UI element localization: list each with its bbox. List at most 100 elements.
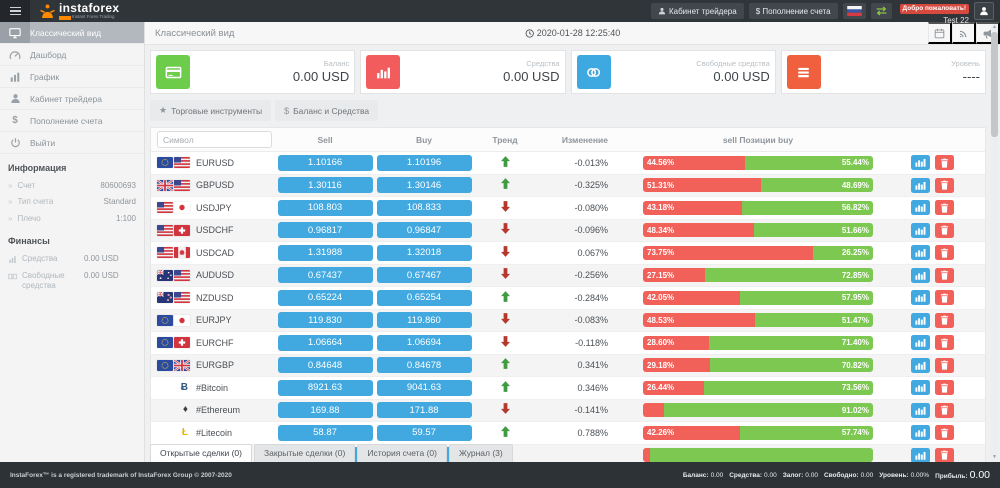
sell-price-button[interactable]: 0.84648 [277, 357, 373, 374]
buy-price-button[interactable]: 171.88 [376, 402, 472, 419]
trash-icon [940, 203, 949, 213]
sell-price-button[interactable]: 58.87 [277, 424, 373, 441]
remove-symbol-button[interactable] [935, 177, 954, 193]
info-section-title: Информация [8, 163, 67, 173]
symbol-filter-input[interactable] [157, 131, 272, 148]
open-chart-button[interactable] [911, 177, 930, 193]
open-chart-button[interactable] [911, 200, 930, 216]
sell-price-button[interactable]: 8921.63 [277, 379, 373, 396]
remove-symbol-button[interactable] [935, 312, 954, 328]
toolbar-button[interactable]: ★ Торговые инструменты [150, 100, 272, 121]
positions-sell-segment: 26.44% [643, 380, 704, 395]
remove-symbol-button[interactable] [935, 222, 954, 238]
sell-price-button[interactable]: 0.65224 [277, 289, 373, 306]
remove-symbol-button[interactable] [935, 155, 954, 171]
trash-icon [940, 383, 949, 393]
sidebar-item-кабинет-трейдера[interactable]: Кабинет трейдера [0, 88, 144, 110]
sell-price-button[interactable]: 1.31988 [277, 244, 373, 261]
scrollbar-up-icon[interactable]: ▲ [992, 24, 997, 30]
buy-price-button[interactable]: 0.84678 [376, 357, 472, 374]
buy-price-button[interactable]: 108.833 [376, 199, 472, 216]
dollar-icon: $ [12, 115, 18, 126]
menu-toggle-icon[interactable] [0, 0, 30, 22]
col-header-sell: Sell [317, 134, 333, 145]
open-chart-button[interactable] [911, 425, 930, 441]
sidebar-item-пополнение-счета[interactable]: $ Пополнение счета [0, 110, 144, 132]
info-row: » Тип счета Standard [0, 194, 144, 210]
calendar-icon[interactable] [928, 22, 952, 44]
swap-accounts-button[interactable] [870, 3, 892, 19]
open-chart-button[interactable] [911, 357, 930, 373]
deposit-button[interactable]: $ Пополнение счета [748, 3, 838, 19]
toolbar-button[interactable]: $ Баланс и Средства [275, 100, 379, 121]
open-chart-button[interactable] [911, 312, 930, 328]
open-chart-button[interactable] [911, 290, 930, 306]
trash-icon [940, 450, 949, 460]
positions-buy-segment: 55.44% [745, 155, 873, 170]
scrollbar-track[interactable] [991, 24, 998, 460]
buy-price-button[interactable]: 119.860 [376, 312, 472, 329]
remove-symbol-button[interactable] [935, 402, 954, 418]
open-chart-button[interactable] [911, 447, 930, 462]
footer-stat-label: Свободно: [823, 471, 859, 479]
buy-price-button[interactable]: 0.65254 [376, 289, 472, 306]
buy-price-button[interactable]: 59.57 [376, 424, 472, 441]
buy-price-button[interactable]: 1.10196 [376, 154, 472, 171]
open-chart-button[interactable] [911, 402, 930, 418]
open-chart-button[interactable] [911, 155, 930, 171]
sidebar-item-выйти[interactable]: Выйти [0, 132, 144, 154]
sell-price-button[interactable]: 119.830 [277, 312, 373, 329]
sell-price-button[interactable]: 0.67437 [277, 267, 373, 284]
rss-icon[interactable] [952, 22, 976, 44]
trader-cabinet-button[interactable]: Кабинет трейдера [650, 3, 744, 19]
sell-price-button[interactable]: 169.88 [277, 402, 373, 419]
remove-symbol-button[interactable] [935, 290, 954, 306]
tab-закрытые-сделки-0[interactable]: Закрытые сделки (0) [253, 444, 356, 462]
remove-symbol-button[interactable] [935, 380, 954, 396]
trash-icon [940, 158, 949, 168]
scrollbar[interactable]: ▲ ▼ [991, 24, 998, 460]
open-chart-button[interactable] [911, 222, 930, 238]
open-chart-button[interactable] [911, 267, 930, 283]
positions-buy-segment: 56.82% [742, 200, 873, 215]
remove-symbol-button[interactable] [935, 447, 954, 462]
remove-symbol-button[interactable] [935, 267, 954, 283]
open-chart-button[interactable] [911, 380, 930, 396]
open-chart-button[interactable] [911, 245, 930, 261]
change-value: -0.284% [574, 292, 608, 303]
brand-logo[interactable]: instaforex Instant Forex Trading [40, 2, 119, 20]
buy-price-button[interactable]: 0.96847 [376, 222, 472, 239]
remove-symbol-button[interactable] [935, 200, 954, 216]
sell-price-button[interactable]: 1.30116 [277, 177, 373, 194]
sell-price-button[interactable]: 0.96817 [277, 222, 373, 239]
scrollbar-down-icon[interactable]: ▼ [992, 454, 997, 460]
scrollbar-thumb[interactable] [991, 32, 998, 137]
megaphone-icon[interactable] [976, 22, 1000, 44]
footer-stat-value: 0.00 [764, 471, 777, 479]
btc-icon: Ƀ [180, 381, 188, 393]
remove-symbol-button[interactable] [935, 425, 954, 441]
chart-button-icon [915, 316, 926, 325]
buy-price-button[interactable]: 1.32018 [376, 244, 472, 261]
sidebar-item-дашборд[interactable]: Дашборд [0, 44, 144, 66]
sell-price-button[interactable]: 108.803 [277, 199, 373, 216]
avatar-icon[interactable] [974, 2, 994, 20]
sell-price-button[interactable]: 1.10166 [277, 154, 373, 171]
sell-price-button[interactable]: 1.06664 [277, 334, 373, 351]
sidebar-item-график[interactable]: График [0, 66, 144, 88]
buy-price-button[interactable]: 0.67467 [376, 267, 472, 284]
top-header: instaforex Instant Forex Trading Кабинет… [0, 0, 1000, 25]
language-flag-button[interactable] [842, 3, 866, 19]
tab-история-счета-0[interactable]: История счета (0) [357, 444, 447, 462]
sidebar-item-классический-вид[interactable]: Классический вид [0, 22, 144, 44]
tab-открытые-сделки-0[interactable]: Открытые сделки (0) [150, 444, 252, 462]
remove-symbol-button[interactable] [935, 245, 954, 261]
remove-symbol-button[interactable] [935, 335, 954, 351]
open-chart-button[interactable] [911, 335, 930, 351]
buy-price-button[interactable]: 9041.63 [376, 379, 472, 396]
buy-price-button[interactable]: 1.06694 [376, 334, 472, 351]
tab-журнал-3[interactable]: Журнал (3) [448, 444, 513, 462]
remove-symbol-button[interactable] [935, 357, 954, 373]
toolbar: ★ Торговые инструменты $ Баланс и Средства [145, 94, 1000, 121]
buy-price-button[interactable]: 1.30146 [376, 177, 472, 194]
